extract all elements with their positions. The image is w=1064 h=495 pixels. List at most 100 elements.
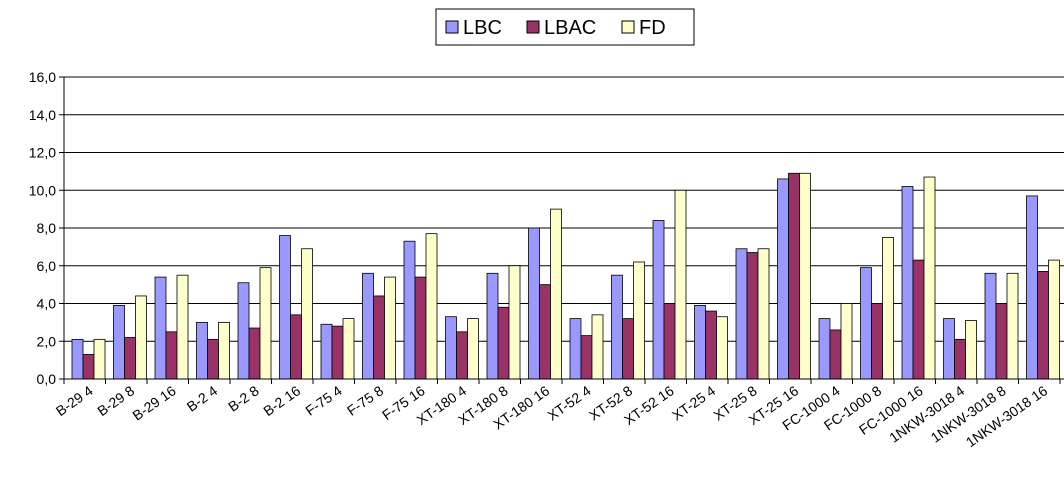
axes [63, 77, 1064, 384]
legend-label-fd: FD [639, 17, 666, 39]
bar-lbac [580, 335, 593, 380]
bar-lbac [788, 172, 800, 380]
bar-fd [1048, 259, 1060, 380]
bar-lbc [528, 227, 540, 380]
bar-lbc [735, 248, 748, 380]
bar-lbc [154, 276, 167, 380]
bar-lbc [237, 282, 250, 380]
bar-lbac [539, 284, 551, 380]
bar-lbc [984, 272, 997, 380]
bar-lbc [777, 178, 789, 380]
bar-fd [633, 261, 645, 380]
x-category-label: B-2 8 [225, 382, 262, 414]
bar-lbac [290, 314, 302, 380]
bar-lbac [165, 331, 178, 380]
x-category-label: B-29 16 [129, 382, 179, 423]
bar-fd [218, 321, 230, 380]
bar-lbc [611, 274, 623, 380]
bar-fd [840, 303, 853, 380]
bar-fd [591, 314, 604, 380]
bar-fd [508, 265, 521, 380]
bar-fd [135, 295, 147, 380]
bar-fd [965, 320, 977, 380]
y-tick-label: 12,0 [29, 145, 56, 161]
legend-box [435, 8, 695, 46]
x-category-label: XT-52 4 [544, 382, 594, 423]
bar-lbac [248, 327, 261, 380]
bar-fd [674, 189, 687, 380]
bar-lbc [403, 240, 416, 380]
bar-lbac [82, 354, 95, 380]
bar-fd [467, 318, 479, 380]
bar-lbac [622, 318, 634, 380]
bar-lbac [705, 310, 717, 380]
y-tick-label: 2,0 [37, 333, 57, 349]
x-axis-labels: B-29 4B-29 8B-29 16 B-2 4 B-2 8B-2 16 F-75 … [53, 382, 1051, 450]
bar-fd [425, 233, 438, 380]
y-tick-label: 10,0 [29, 182, 56, 198]
legend-label-lbc: LBC [463, 17, 502, 39]
bar-fd [176, 274, 189, 380]
x-category-label: F-75 8 [344, 382, 386, 418]
y-tick-label: 0,0 [37, 371, 57, 387]
bar-lbac [497, 306, 510, 380]
bar-fd [923, 176, 936, 380]
y-tick-label: 16,0 [29, 69, 56, 85]
bar-fd [757, 248, 770, 380]
bar-lbc [901, 186, 914, 380]
bar-lbac [331, 325, 344, 380]
bar-lbc [71, 338, 84, 380]
bar-fd [550, 208, 562, 380]
bar-lbc [362, 272, 374, 380]
bar-lbac [663, 303, 676, 380]
y-tick-label: 8,0 [37, 220, 57, 236]
y-axis-ticks: 0,0 2,0 4,0 6,0 8,0 10,0 12,0 14,0 16,0 [29, 69, 64, 387]
bar-lbc [196, 321, 208, 380]
legend: LBC LBAC FD [435, 8, 695, 46]
bar-lbac [912, 259, 925, 380]
bar-lbc [652, 220, 665, 380]
x-category-label: XT-25 4 [669, 382, 719, 423]
bar-fd [716, 316, 728, 380]
bar-fd [1006, 272, 1019, 380]
bar-fd [342, 318, 355, 380]
bar-fd [384, 276, 396, 380]
bar-lbc [279, 235, 291, 380]
bar-lbc [943, 318, 955, 380]
bar-lbc [113, 304, 125, 380]
bar-fd [301, 248, 313, 380]
bars [71, 172, 1060, 380]
bar-lbac [1037, 271, 1049, 380]
x-category-label: B-2 16 [260, 382, 303, 419]
bar-lbc [320, 323, 333, 380]
bar-lbac [124, 337, 136, 380]
bar-lbc [860, 267, 872, 380]
bar-fd [259, 267, 272, 380]
bar-lbc [818, 318, 831, 380]
y-tick-label: 14,0 [29, 107, 56, 123]
bar-lbac [829, 329, 842, 380]
bar-fd [882, 237, 894, 380]
bar-lbc [1026, 195, 1038, 380]
x-category-label: B-2 4 [184, 382, 221, 414]
x-category-label: B-29 4 [53, 382, 96, 419]
bar-lbac [746, 252, 759, 380]
bar-lbac [954, 338, 966, 380]
bar-lbc [569, 318, 582, 380]
bar-fd [799, 172, 811, 380]
legend-label-lbac: LBAC [544, 17, 596, 39]
legend-swatch-lbac [526, 20, 540, 34]
x-category-label: F-75 4 [302, 382, 344, 418]
bar-lbac [995, 303, 1008, 380]
bar-lbac [373, 295, 385, 380]
y-tick-label: 4,0 [37, 296, 57, 312]
bar-lbc [694, 304, 706, 380]
bar-lbc [445, 316, 457, 380]
legend-swatch-fd [621, 20, 635, 34]
bar-fd [93, 338, 106, 380]
bar-lbac [207, 338, 219, 380]
bar-lbc [486, 272, 499, 380]
bar-lbac [871, 303, 883, 380]
y-tick-label: 6,0 [37, 258, 57, 274]
